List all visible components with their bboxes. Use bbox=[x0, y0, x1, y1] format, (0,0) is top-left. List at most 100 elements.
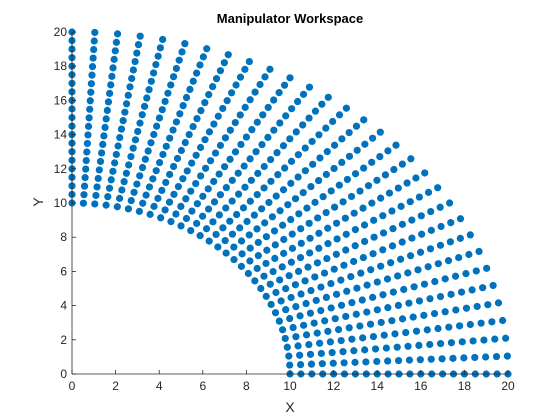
scatter-point bbox=[82, 156, 90, 165]
scatter-point bbox=[237, 140, 245, 149]
scatter-point bbox=[162, 142, 170, 150]
scatter-point bbox=[131, 57, 139, 66]
scatter-point bbox=[315, 176, 323, 185]
scatter-point bbox=[246, 257, 254, 265]
scatter-point bbox=[182, 214, 191, 223]
scatter-point bbox=[216, 141, 225, 150]
scatter-point bbox=[369, 293, 377, 301]
scatter-point bbox=[397, 255, 405, 263]
scatter-point bbox=[347, 273, 355, 281]
scatter-point bbox=[473, 302, 481, 311]
scatter-point bbox=[282, 306, 290, 314]
scatter-point bbox=[366, 320, 375, 328]
scatter-point bbox=[221, 134, 229, 142]
scatter-points bbox=[68, 28, 512, 378]
scatter-point bbox=[342, 246, 350, 254]
scatter-point bbox=[128, 74, 136, 83]
scatter-point bbox=[329, 117, 337, 126]
scatter-point bbox=[186, 85, 194, 93]
scatter-point bbox=[196, 143, 205, 152]
scatter-point bbox=[88, 63, 97, 71]
scatter-point bbox=[417, 212, 425, 220]
scatter-point bbox=[328, 348, 336, 357]
scatter-point bbox=[316, 154, 324, 162]
scatter-point bbox=[233, 210, 241, 219]
scatter-point bbox=[389, 225, 397, 233]
scatter-point bbox=[286, 314, 294, 323]
scatter-point bbox=[304, 263, 312, 271]
scatter-point bbox=[347, 192, 356, 201]
scatter-point bbox=[166, 134, 174, 142]
scatter-point bbox=[441, 308, 449, 316]
scatter-point bbox=[142, 191, 150, 199]
scatter-point bbox=[276, 207, 284, 215]
scatter-point bbox=[384, 357, 392, 365]
scatter-point bbox=[492, 352, 501, 361]
scatter-point bbox=[427, 207, 435, 216]
scatter-point bbox=[139, 199, 147, 207]
scatter-point bbox=[330, 164, 338, 173]
scatter-point bbox=[424, 188, 433, 196]
scatter-point bbox=[271, 309, 280, 317]
scatter-point bbox=[339, 348, 347, 356]
scatter-point bbox=[361, 346, 369, 354]
scatter-point bbox=[81, 174, 89, 182]
scatter-point bbox=[266, 65, 274, 73]
scatter-point bbox=[445, 323, 453, 331]
scatter-point bbox=[318, 360, 326, 368]
y-tick-label: 2 bbox=[60, 333, 67, 347]
scatter-point bbox=[96, 157, 105, 166]
scatter-point bbox=[209, 83, 217, 91]
scatter-point bbox=[147, 77, 155, 85]
scatter-point bbox=[351, 358, 359, 366]
scatter-point bbox=[324, 327, 332, 335]
scatter-point bbox=[172, 210, 180, 218]
scatter-point bbox=[164, 89, 172, 97]
scatter-point bbox=[118, 186, 126, 194]
scatter-point bbox=[412, 327, 421, 335]
scatter-point bbox=[226, 126, 234, 134]
scatter-point bbox=[324, 224, 332, 232]
scatter-point bbox=[426, 295, 434, 303]
scatter-point bbox=[110, 55, 118, 63]
scatter-point bbox=[341, 214, 349, 222]
scatter-point bbox=[494, 299, 503, 307]
scatter-point bbox=[251, 88, 259, 96]
scatter-point bbox=[322, 293, 330, 301]
scatter-point bbox=[287, 258, 295, 266]
scatter-point bbox=[245, 231, 253, 239]
scatter-point bbox=[332, 290, 341, 298]
scatter-point bbox=[321, 317, 329, 325]
scatter-point bbox=[187, 226, 195, 235]
scatter-point bbox=[312, 296, 320, 305]
scatter-point bbox=[418, 230, 426, 238]
scatter-point bbox=[253, 225, 261, 233]
scatter-point bbox=[398, 220, 406, 228]
scatter-point bbox=[223, 97, 231, 105]
scatter-point bbox=[408, 234, 416, 242]
scatter-point bbox=[273, 149, 281, 157]
scatter-point bbox=[342, 104, 350, 112]
scatter-point bbox=[462, 270, 470, 278]
scatter-point bbox=[153, 122, 161, 130]
scatter-point bbox=[276, 276, 284, 284]
scatter-point bbox=[305, 340, 313, 349]
scatter-point bbox=[296, 312, 304, 320]
scatter-point bbox=[466, 231, 474, 239]
scatter-point bbox=[282, 112, 290, 120]
scatter-point bbox=[415, 193, 423, 201]
x-tick-label: 4 bbox=[156, 379, 163, 393]
scatter-point bbox=[105, 184, 114, 192]
scatter-point bbox=[499, 316, 507, 325]
scatter-point bbox=[301, 167, 309, 175]
scatter-point bbox=[305, 114, 313, 122]
scatter-point bbox=[242, 133, 250, 141]
scatter-point bbox=[458, 338, 466, 346]
scatter-point bbox=[179, 102, 187, 110]
y-tick-label: 6 bbox=[60, 264, 67, 278]
scatter-point bbox=[205, 91, 213, 99]
scatter-point bbox=[222, 183, 230, 192]
scatter-point bbox=[250, 211, 258, 219]
scatter-point bbox=[203, 45, 211, 53]
scatter-point bbox=[394, 356, 403, 365]
